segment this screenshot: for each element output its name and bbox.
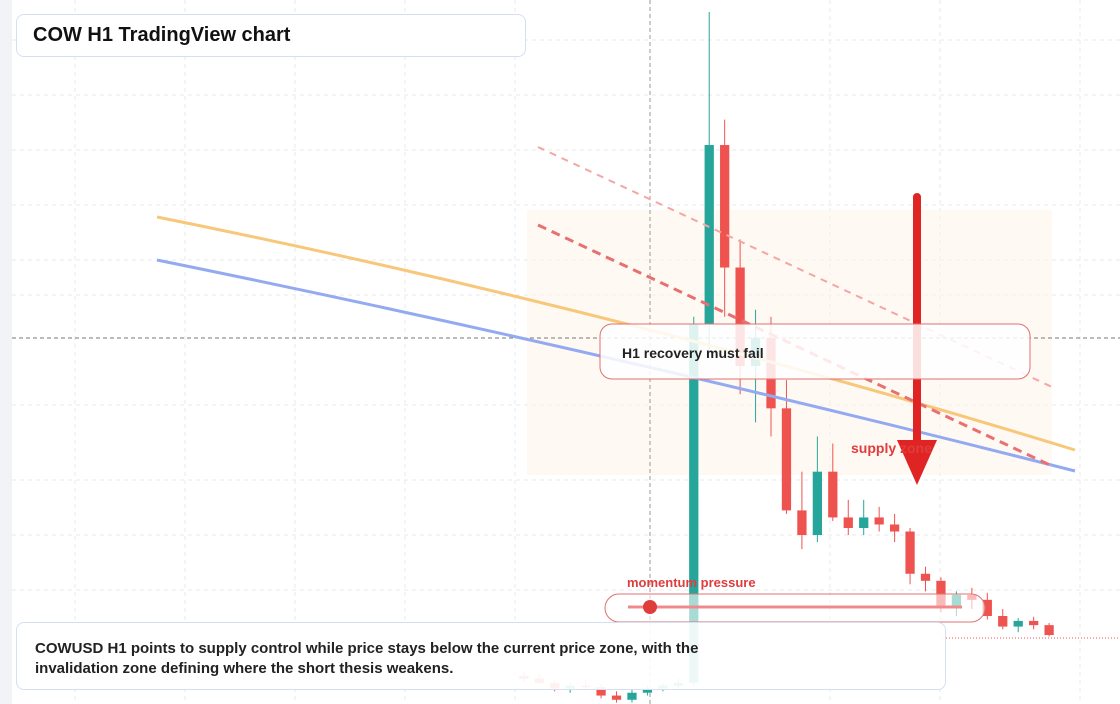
candle-body [889,524,900,532]
annotation: H1 recovery must fail [622,345,764,361]
candle-body [859,517,869,528]
caption: COWUSD H1 points to supply control while… [16,622,946,690]
caption-text: COWUSD H1 points to supply control while… [35,640,699,677]
candle-body [689,323,699,683]
recovery-box [599,323,1031,380]
chart-title: COW H1 TradingView chart [16,14,526,57]
candle-body [781,408,792,511]
candle-body [1044,625,1054,636]
annotation: momentum pressure [627,575,756,590]
candle-body [905,531,915,574]
left-edge [0,0,12,704]
candle-body [797,510,807,536]
candle-body [1013,620,1023,627]
candle-body [627,692,637,700]
candle-body [642,688,653,693]
annotation: supply zone [851,440,932,456]
candle-body [828,471,838,518]
momentum-dot [643,600,657,614]
candle-body [1029,620,1039,626]
candle-body [596,687,606,696]
candle-body [611,695,622,700]
candle-body [812,471,822,536]
candle-body [704,145,714,324]
candle-body [936,580,946,606]
trend-lower [537,223,1053,468]
candle-body [874,517,884,525]
candle-body [998,616,1008,627]
candle-body [735,267,745,367]
ma-orange [156,215,1076,452]
arrow-head [897,440,937,485]
candle-body [843,517,853,528]
candle-body [720,145,730,268]
candle-body [920,573,931,581]
candle-body [982,599,992,616]
